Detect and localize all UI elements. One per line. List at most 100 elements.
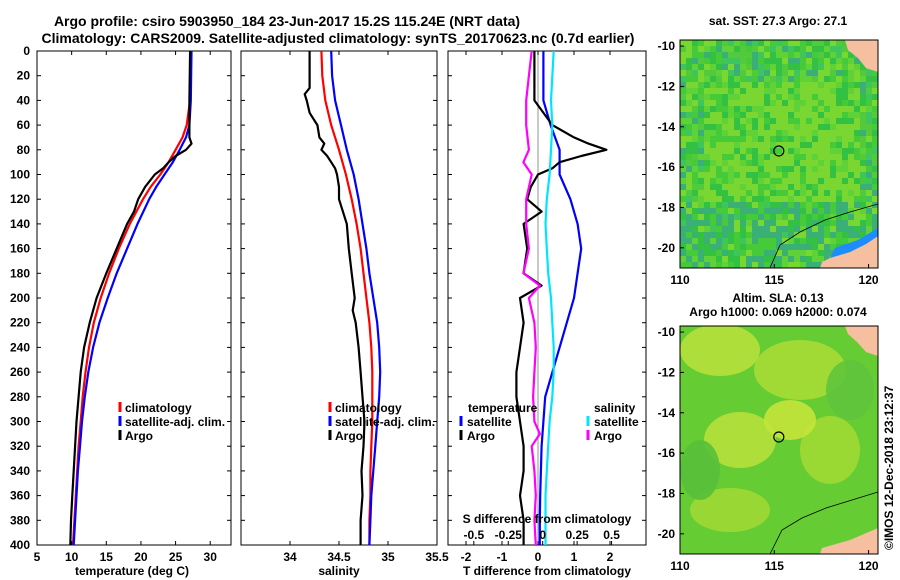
- sst-cell: [734, 70, 740, 76]
- sst-cell: [788, 208, 794, 214]
- sst-cell: [782, 82, 788, 88]
- sst-cell: [758, 244, 764, 250]
- depth-tick-label: 60: [17, 118, 31, 132]
- sst-cell: [812, 160, 818, 166]
- sst-cell: [800, 130, 806, 136]
- sst-cell: [692, 40, 698, 46]
- sst-cell: [770, 64, 776, 70]
- sst-cell: [836, 106, 842, 112]
- sst-cell: [818, 220, 824, 226]
- sst-cell: [806, 226, 812, 232]
- sst-cell: [716, 136, 722, 142]
- sst-cell: [704, 184, 710, 190]
- sst-cell: [740, 70, 746, 76]
- sst-cell: [782, 166, 788, 172]
- sst-cell: [830, 130, 836, 136]
- sst-cell: [818, 82, 824, 88]
- sst-cell: [782, 130, 788, 136]
- sst-cell: [698, 232, 704, 238]
- sst-cell: [740, 238, 746, 244]
- sst-cell: [848, 88, 854, 94]
- sst-cell: [686, 106, 692, 112]
- sst-cell: [734, 148, 740, 154]
- sst-cell: [716, 130, 722, 136]
- sst-cell: [764, 196, 770, 202]
- sst-cell: [680, 196, 686, 202]
- sst-cell: [830, 178, 836, 184]
- sst-cell: [860, 160, 866, 166]
- sst-cell: [680, 88, 686, 94]
- sst-cell: [722, 106, 728, 112]
- sst-cell: [704, 208, 710, 214]
- sst-cell: [746, 160, 752, 166]
- sst-cell: [800, 232, 806, 238]
- sst-cell: [704, 154, 710, 160]
- sst-cell: [680, 82, 686, 88]
- sst-cell: [698, 172, 704, 178]
- sst-cell: [812, 100, 818, 106]
- sst-cell: [728, 100, 734, 106]
- sst-cell: [764, 238, 770, 244]
- sst-cell: [680, 220, 686, 226]
- sst-cell: [818, 244, 824, 250]
- sst-cell: [734, 160, 740, 166]
- sst-cell: [728, 262, 734, 268]
- sst-cell: [824, 232, 830, 238]
- sst-cell: [692, 58, 698, 64]
- sst-cell: [740, 232, 746, 238]
- sst-cell: [686, 64, 692, 70]
- sst-cell: [866, 196, 872, 202]
- sst-cell: [824, 130, 830, 136]
- sst-cell: [842, 76, 848, 82]
- sst-cell: [680, 190, 686, 196]
- sst-cell: [680, 244, 686, 250]
- sst-cell: [788, 232, 794, 238]
- sst-cell: [734, 220, 740, 226]
- sst-cell: [752, 178, 758, 184]
- sst-cell: [818, 142, 824, 148]
- sst-cell: [752, 130, 758, 136]
- sst-cell: [782, 226, 788, 232]
- sst-cell: [758, 220, 764, 226]
- sst-cell: [830, 142, 836, 148]
- sst-cell: [776, 256, 782, 262]
- sst-cell: [812, 262, 818, 268]
- legend-label-argo: Argo: [125, 429, 153, 443]
- sst-cell: [704, 232, 710, 238]
- sst-cell: [794, 148, 800, 154]
- sst-cell: [734, 118, 740, 124]
- sst-cell: [734, 142, 740, 148]
- sst-cell: [788, 160, 794, 166]
- sst-cell: [872, 112, 878, 118]
- sst-cell: [740, 82, 746, 88]
- sst-cell: [794, 112, 800, 118]
- sst-cell: [746, 136, 752, 142]
- sst-cell: [740, 148, 746, 154]
- sst-cell: [794, 262, 800, 268]
- sst-cell: [806, 256, 812, 262]
- sst-cell: [764, 106, 770, 112]
- sst-cell: [698, 130, 704, 136]
- sla-map-title: Altim. SLA: 0.13: [732, 291, 824, 305]
- sst-cell: [692, 250, 698, 256]
- sst-cell: [740, 256, 746, 262]
- sst-cell: [812, 112, 818, 118]
- depth-tick-label: 40: [17, 93, 31, 107]
- sst-cell: [722, 178, 728, 184]
- sst-cell: [824, 238, 830, 244]
- sst-cell: [746, 118, 752, 124]
- sst-cell: [758, 76, 764, 82]
- sst-cell: [788, 82, 794, 88]
- sst-cell: [782, 196, 788, 202]
- sst-cell: [806, 40, 812, 46]
- sst-cell: [794, 40, 800, 46]
- sst-cell: [830, 244, 836, 250]
- sst-cell: [722, 46, 728, 52]
- sst-cell: [692, 94, 698, 100]
- sst-cell: [776, 40, 782, 46]
- sst-cell: [818, 136, 824, 142]
- sst-cell: [686, 220, 692, 226]
- sst-cell: [872, 154, 878, 160]
- sst-cell: [794, 238, 800, 244]
- sst-cell: [800, 82, 806, 88]
